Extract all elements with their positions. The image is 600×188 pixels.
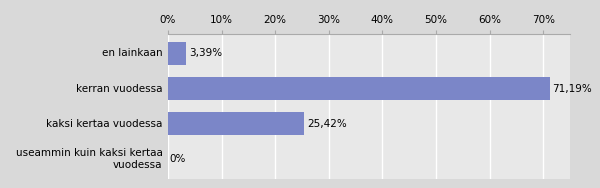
Bar: [168, 77, 550, 100]
Bar: [168, 112, 304, 135]
Text: 3,39%: 3,39%: [189, 48, 222, 58]
Text: 71,19%: 71,19%: [552, 84, 592, 94]
Text: 0%: 0%: [170, 154, 186, 164]
Text: 25,42%: 25,42%: [307, 119, 347, 129]
Bar: [168, 42, 186, 65]
